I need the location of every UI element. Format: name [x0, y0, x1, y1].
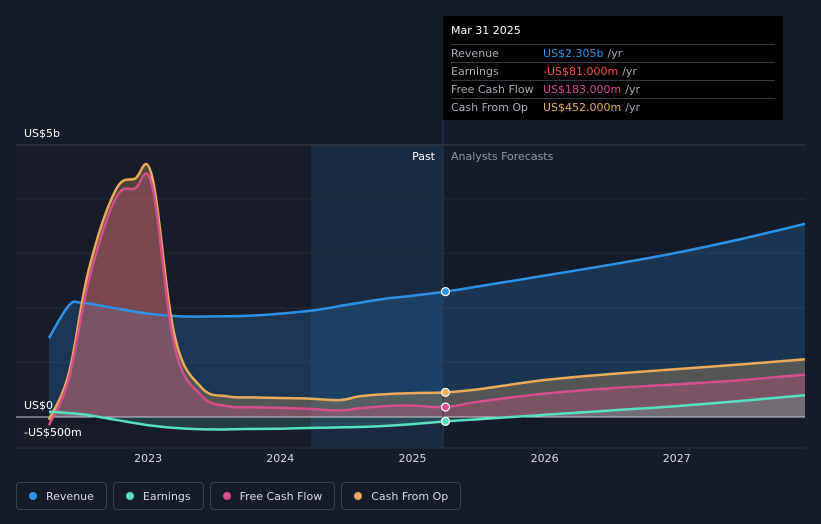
tooltip-date: Mar 31 2025	[451, 24, 521, 37]
cfo-marker[interactable]	[440, 387, 451, 397]
x-tick-label: 2023	[134, 452, 162, 465]
tooltip-unit: /yr	[622, 65, 637, 78]
legend-item-earnings[interactable]: Earnings	[112, 482, 204, 510]
x-axis-ticks: 2023 2024 2025 2026 2027	[134, 452, 691, 465]
forecast-label: Analysts Forecasts	[451, 150, 554, 163]
revenue-line	[47, 222, 806, 339]
cfo-line	[47, 162, 806, 421]
earnings-marker[interactable]	[440, 416, 451, 426]
legend-item-cfo[interactable]: Cash From Op	[341, 482, 462, 510]
tooltip: Mar 31 2025 Revenue US$2.305b /yr Earnin…	[443, 16, 783, 120]
tooltip-label: Free Cash Flow	[451, 83, 534, 96]
y-bottom-label: -US$500m	[24, 426, 82, 439]
legend-dot-icon	[354, 492, 363, 500]
past-highlight-band	[311, 145, 443, 448]
tooltip-label: Earnings	[451, 65, 499, 78]
tooltip-value: US$2.305b	[543, 47, 604, 60]
legend-dot-icon	[125, 492, 134, 500]
fcf-marker[interactable]	[440, 402, 451, 412]
legend-dot-icon	[222, 492, 231, 500]
revenue-marker[interactable]	[440, 287, 451, 297]
legend-item-revenue[interactable]: Revenue	[16, 482, 107, 510]
legend-dot-icon	[29, 492, 37, 500]
tooltip-label: Revenue	[451, 47, 499, 60]
x-tick-label: 2026	[531, 452, 559, 465]
past-label: Past	[412, 150, 436, 163]
legend-label: Revenue	[46, 489, 94, 503]
tooltip-value: US$183.000m	[543, 83, 622, 96]
series-lines	[47, 162, 806, 431]
fcf-line	[47, 172, 806, 426]
x-tick-label: 2024	[266, 452, 294, 465]
legend-item-fcf[interactable]: Free Cash Flow	[209, 482, 336, 510]
fcf-area	[49, 173, 805, 426]
y-zero-label: US$0	[24, 399, 53, 412]
x-tick-label: 2027	[663, 452, 691, 465]
tooltip-value: US$452.000m	[543, 101, 622, 114]
series-markers	[440, 287, 451, 426]
legend-label: Earnings	[142, 489, 191, 503]
tooltip-unit: /yr	[625, 83, 640, 96]
tooltip-row-fcf: Free Cash Flow US$183.000m /yr	[451, 80, 775, 98]
earnings-area	[49, 395, 805, 430]
y-top-label: US$5b	[24, 127, 60, 140]
tooltip-unit: /yr	[625, 101, 640, 114]
tooltip-value: -US$81.000m	[543, 65, 619, 78]
tooltip-label: Cash From Op	[451, 101, 529, 114]
tooltip-row-cfo: Cash From Op US$452.000m /yr	[451, 98, 775, 116]
tooltip-row-revenue: Revenue US$2.305b /yr	[451, 44, 775, 62]
legend: Revenue Earnings Free Cash Flow Cash Fro…	[16, 482, 462, 512]
tooltip-row-earnings: Earnings -US$81.000m /yr	[451, 62, 775, 80]
tooltip-unit: /yr	[607, 47, 623, 60]
earnings-line	[48, 393, 806, 431]
legend-label: Free Cash Flow	[239, 489, 323, 503]
x-tick-label: 2025	[399, 452, 427, 465]
legend-label: Cash From Op	[371, 489, 449, 503]
revenue-area	[49, 223, 805, 417]
